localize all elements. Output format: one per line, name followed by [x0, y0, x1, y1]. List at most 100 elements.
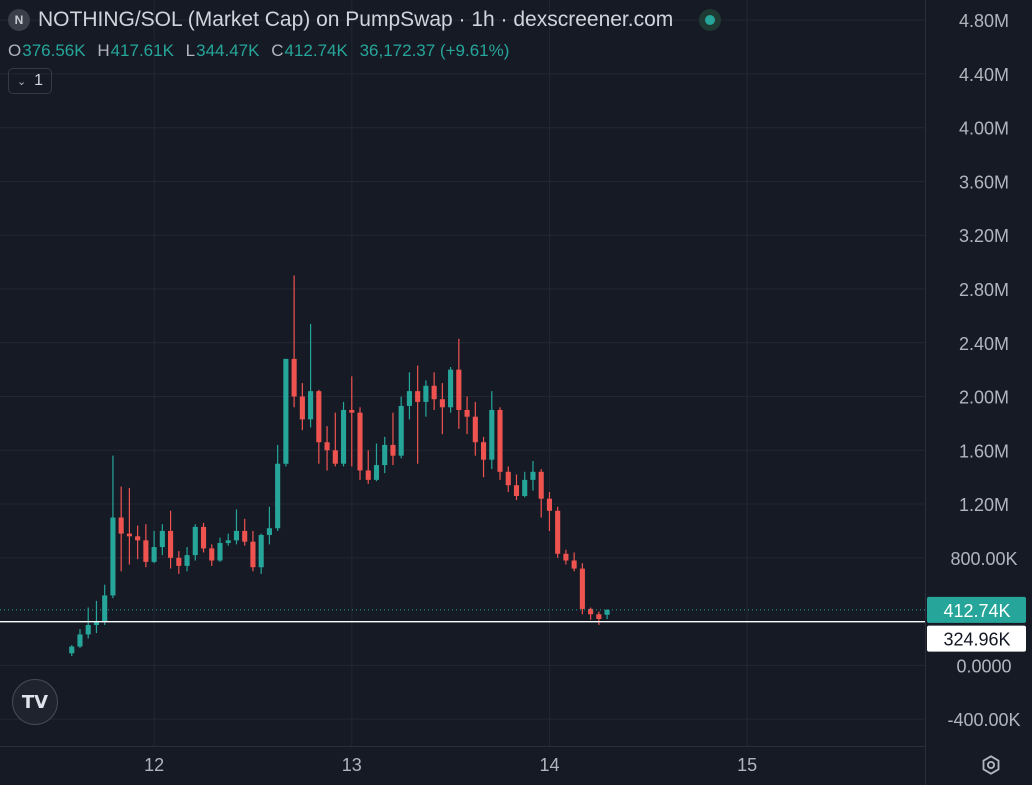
- candle: [233, 509, 240, 545]
- candle: [308, 323, 314, 428]
- indicator-toggle-button[interactable]: ⌄ 1: [8, 68, 52, 94]
- candle-body: [250, 541, 256, 568]
- x-tick-label: 15: [737, 755, 757, 775]
- candle-body: [332, 450, 338, 464]
- candle-body: [77, 634, 83, 647]
- candle: [118, 486, 124, 572]
- low-key: L: [185, 41, 196, 60]
- y-tick-label: 4.40M: [959, 65, 1009, 85]
- candle: [472, 401, 478, 456]
- candle-body: [398, 405, 404, 456]
- candle-body: [275, 463, 281, 529]
- candle-body: [365, 470, 371, 480]
- candle: [489, 391, 495, 470]
- candle-body: [439, 399, 445, 408]
- candle-body: [555, 510, 561, 554]
- candle: [159, 524, 165, 556]
- candle-body: [505, 471, 511, 486]
- candle-body: [415, 391, 421, 402]
- candle: [604, 609, 610, 620]
- candle-body: [126, 533, 132, 537]
- candle: [242, 518, 248, 546]
- x-tick-label: 14: [539, 755, 559, 775]
- candle: [596, 611, 602, 626]
- candle: [415, 365, 421, 464]
- candle: [250, 530, 256, 572]
- chart-title: NOTHING/SOL (Market Cap) on PumpSwap · 1…: [38, 8, 674, 31]
- candle: [266, 506, 272, 545]
- open-key: O: [8, 41, 22, 60]
- candle: [324, 426, 330, 471]
- candle: [200, 522, 207, 553]
- indicator-count: 1: [34, 72, 44, 89]
- tradingview-logo-icon[interactable]: TV: [12, 679, 58, 725]
- candle-body: [472, 416, 478, 443]
- candle-body: [546, 498, 552, 511]
- live-dot-icon[interactable]: [699, 9, 722, 31]
- candle-body: [192, 526, 198, 556]
- candle: [192, 524, 198, 561]
- y-tick-label: 2.40M: [959, 334, 1009, 354]
- candle-body: [283, 358, 289, 464]
- candle-body: [151, 547, 157, 562]
- price-markers: 412.74K 324.96K: [0, 596, 1026, 652]
- token-logo: N: [8, 9, 30, 31]
- candle-body: [308, 391, 314, 420]
- candle: [275, 444, 281, 531]
- candle-body: [530, 471, 536, 480]
- candle: [439, 383, 445, 435]
- y-tick-label: 3.20M: [959, 226, 1009, 246]
- candle-body: [176, 557, 182, 566]
- candle: [555, 506, 561, 558]
- candle-body: [225, 540, 231, 544]
- candle: [513, 474, 520, 501]
- candle: [151, 530, 157, 564]
- candle-body: [184, 555, 190, 566]
- y-tick-label: 4.00M: [959, 119, 1009, 139]
- candle: [126, 487, 132, 565]
- candle: [373, 443, 380, 482]
- candle-body: [522, 479, 528, 496]
- gear-icon[interactable]: [976, 750, 1006, 780]
- candle: [423, 380, 429, 417]
- candle-body: [571, 560, 577, 569]
- candle: [217, 537, 223, 562]
- candle-body: [93, 620, 100, 626]
- candle-body: [118, 517, 124, 534]
- crosshair-badge: [927, 625, 1026, 652]
- candle: [110, 455, 116, 599]
- candle-body: [448, 369, 454, 408]
- candle: [69, 645, 75, 656]
- candle: [571, 552, 577, 572]
- chevron-down-icon: ⌄: [16, 75, 27, 88]
- candle: [480, 436, 487, 478]
- candle: [225, 533, 231, 546]
- close-key: C: [271, 41, 284, 60]
- candle: [464, 396, 470, 435]
- candle-body: [324, 442, 330, 451]
- candle: [382, 436, 388, 474]
- candle-body: [340, 409, 347, 464]
- candle-body: [431, 385, 437, 400]
- y-tick-label: 1.20M: [959, 495, 1009, 515]
- candle-body: [423, 385, 429, 402]
- chart-grid: [0, 0, 925, 746]
- candle: [398, 396, 404, 459]
- candle-body: [497, 409, 503, 472]
- candle-body: [604, 609, 610, 615]
- high-key: H: [97, 41, 110, 60]
- y-tick-label: 3.60M: [959, 172, 1009, 192]
- candle-body: [299, 396, 305, 420]
- open-value: 376.56K: [22, 41, 86, 60]
- high-value: 417.61K: [110, 41, 174, 60]
- candle-body: [579, 568, 585, 609]
- candle-body: [258, 534, 264, 568]
- y-tick-label: 4.80M: [959, 11, 1009, 31]
- candle-body: [357, 412, 363, 471]
- candle: [406, 372, 412, 420]
- candle: [497, 407, 503, 480]
- candle-body: [102, 595, 108, 621]
- candle: [546, 491, 552, 531]
